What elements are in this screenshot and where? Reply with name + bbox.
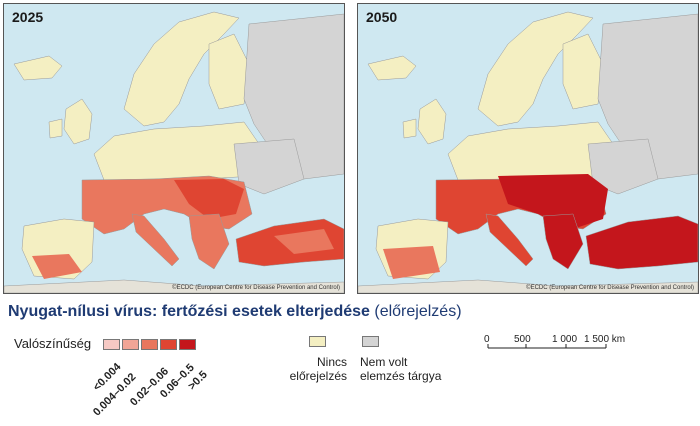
credit-text: ©ECDC (European Centre for Disease Preve… — [172, 285, 340, 291]
legend-swatch-5 — [179, 339, 196, 350]
no-forecast-line1: Nincs — [316, 355, 347, 369]
map-2050: 2050 ©ECDC (European Centre for Disease … — [357, 3, 699, 294]
map-2050-graphic — [358, 4, 698, 293]
title-subtitle: (előrejelzés) — [374, 303, 462, 320]
legend-label: Valószínűség — [14, 336, 92, 351]
title-main: Nyugat-nílusi vírus: fertőzési esetek el… — [8, 303, 370, 320]
scale-tick-0: 0 — [484, 334, 490, 345]
year-label: 2050 — [366, 9, 398, 25]
map-2025: 2025 ©ECDC (European Centre for Disease … — [3, 3, 345, 294]
legend-swatch-4 — [160, 339, 177, 350]
legend-swatch-1 — [103, 339, 120, 350]
not-analysed-line2: elemzés tárgya — [360, 369, 442, 383]
legend-no-forecast: Nincs előrejelzés — [289, 355, 347, 383]
legend-swatch-not-analysed — [362, 336, 379, 347]
year-label: 2025 — [12, 9, 44, 25]
legend-swatch-no-forecast — [309, 336, 326, 347]
not-analysed-line1: Nem volt — [360, 355, 408, 369]
scale-tick-1500: 1 500 km — [584, 334, 626, 345]
legend-swatch-3 — [141, 339, 158, 350]
scale-bar-graphic — [487, 344, 607, 349]
map-title: Nyugat-nílusi vírus: fertőzési esetek el… — [8, 303, 462, 321]
legend-swatch-2 — [122, 339, 139, 350]
scale-tick-500: 500 — [514, 334, 531, 345]
scale-bar: 0 500 1 000 1 500 km — [484, 334, 625, 364]
no-forecast-line2: előrejelzés — [289, 369, 347, 383]
legend-not-analysed: Nem volt elemzés tárgya — [360, 355, 441, 383]
scale-tick-1000: 1 000 — [552, 334, 578, 345]
map-2025-graphic — [4, 4, 344, 293]
credit-text: ©ECDC (European Centre for Disease Preve… — [526, 285, 694, 291]
